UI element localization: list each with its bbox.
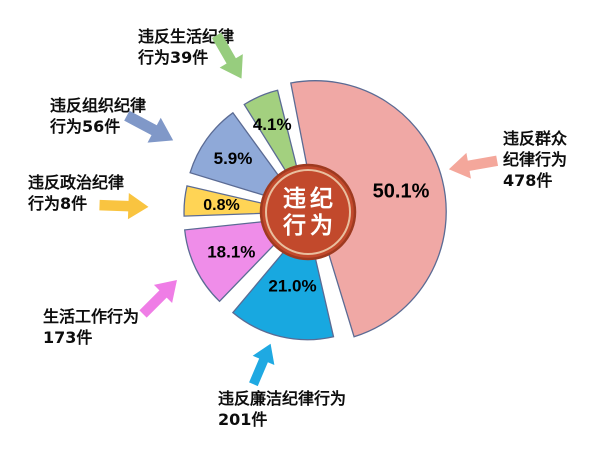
center-badge [259,163,357,261]
center-badge-text: 行为 [282,212,337,239]
callout-life-work: 生活工作行为 173件 [43,306,139,348]
organization-discipline-arrow-shape [124,110,174,143]
callout-mass-discipline: 违反群众纪律行为 478件 [503,128,567,191]
callout-text-line: 生活工作行为 [43,307,140,326]
callout-life-discipline: 违反生活纪律 行为39件 [138,26,234,68]
mass-discipline-arrow-icon [448,152,499,179]
integrity-discipline-arrow-shape [249,343,275,387]
pie-slice-违反群众纪律行为 [290,80,447,338]
percent-label-违反生活纪律行为: 4.1% [253,115,292,134]
life-work-arrow-icon [139,280,177,318]
callout-text-line: 行为56件 [50,117,121,136]
callout-text-line: 违反群众 [503,129,568,148]
percent-label-违反政治纪律行为: 0.8% [203,197,239,214]
callout-text-line: 行为39件 [138,48,209,67]
callout-text-line: 违反廉洁纪律行为 [218,389,347,408]
center-badge-ring [265,169,351,255]
callout-text-line: 478件 [503,171,553,190]
callout-text-line: 违反组织纪律 [50,96,147,115]
life-discipline-arrow-shape [211,32,243,79]
callout-political-discipline: 违反政治纪律 行为8件 [28,172,124,214]
callout-text-line: 201件 [218,410,268,429]
life-discipline-arrow-icon [211,32,243,79]
organization-discipline-arrow-icon [124,110,174,143]
center-badge-text: 违纪 [283,185,337,212]
percent-label-违反廉洁纪律行为: 21.0% [268,277,316,296]
mass-discipline-arrow-shape [448,152,499,179]
callout-text-line: 违反生活纪律 [138,27,235,46]
political-discipline-arrow-icon [99,193,149,220]
callout-text-line: 173件 [43,328,93,347]
percent-label-违反组织纪律行为: 5.9% [214,149,253,168]
callout-organization-discipline: 违反组织纪律 行为56件 [50,95,146,137]
callout-text-line: 纪律行为 [503,150,568,169]
integrity-discipline-arrow-icon [249,343,275,387]
percent-label-生活工作行为: 18.1% [207,242,255,261]
callout-text-line: 行为8件 [28,194,88,213]
percent-label-违反群众纪律行为: 50.1% [373,180,430,202]
political-discipline-arrow-shape [99,193,149,220]
life-work-arrow-shape [139,280,177,318]
callout-integrity-discipline: 违反廉洁纪律行为 201件 [218,388,346,430]
callout-text-line: 违反政治纪律 [28,173,125,192]
